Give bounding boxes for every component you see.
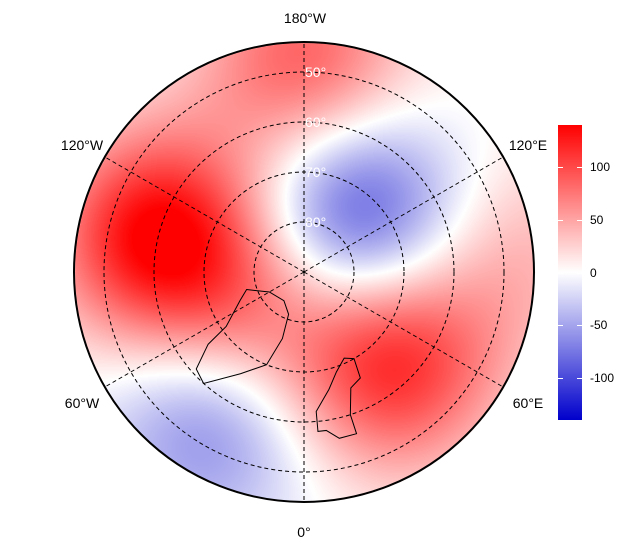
latitude-circle-60 <box>153 121 455 423</box>
colorbar-tick-mark <box>577 377 582 379</box>
latitude-circle-50 <box>103 71 505 473</box>
colorbar-tick-label: 100 <box>590 160 611 175</box>
colorbar-tick-mark <box>558 167 563 169</box>
colorbar-tick-mark <box>577 167 582 169</box>
map-boundary <box>73 41 535 503</box>
colorbar-tick-label: 50 <box>590 212 604 227</box>
meridian-line-240 <box>104 156 305 273</box>
lat-label-70: 70° <box>305 164 327 180</box>
lat-label-80: 80° <box>305 214 327 230</box>
coastline-greenland <box>195 289 290 385</box>
colorbar-tick-mark <box>558 325 563 327</box>
lat-label-50: 50° <box>305 64 327 80</box>
lon-label-120w: 120°W <box>60 137 104 153</box>
colorbar-tick-mark <box>558 272 563 274</box>
colorbar-tick-mark <box>558 219 563 221</box>
colorbar-tick-mark <box>558 377 563 379</box>
meridian-line-300 <box>104 271 305 388</box>
colorbar-tick-mark <box>577 272 582 274</box>
lat-label-60: 60° <box>305 114 327 130</box>
coastline-scandinavia <box>315 357 361 439</box>
meridian-line-60 <box>303 271 504 388</box>
colorbar-tick-label: -50 <box>590 318 608 333</box>
lon-label-120e: 120°E <box>508 137 548 153</box>
lon-label-0: 0° <box>297 524 311 540</box>
meridian-line-120 <box>303 156 504 273</box>
colorbar-tick-mark <box>577 325 582 327</box>
colorbar-tick-label: 0 <box>590 265 597 280</box>
lon-label-60e: 60°E <box>512 395 544 411</box>
lon-label-60w: 60°W <box>64 395 100 411</box>
colorbar-tick-label: -100 <box>590 370 615 385</box>
colorbar-tick-mark <box>577 219 582 221</box>
lon-label-180w: 180°W <box>283 10 327 26</box>
